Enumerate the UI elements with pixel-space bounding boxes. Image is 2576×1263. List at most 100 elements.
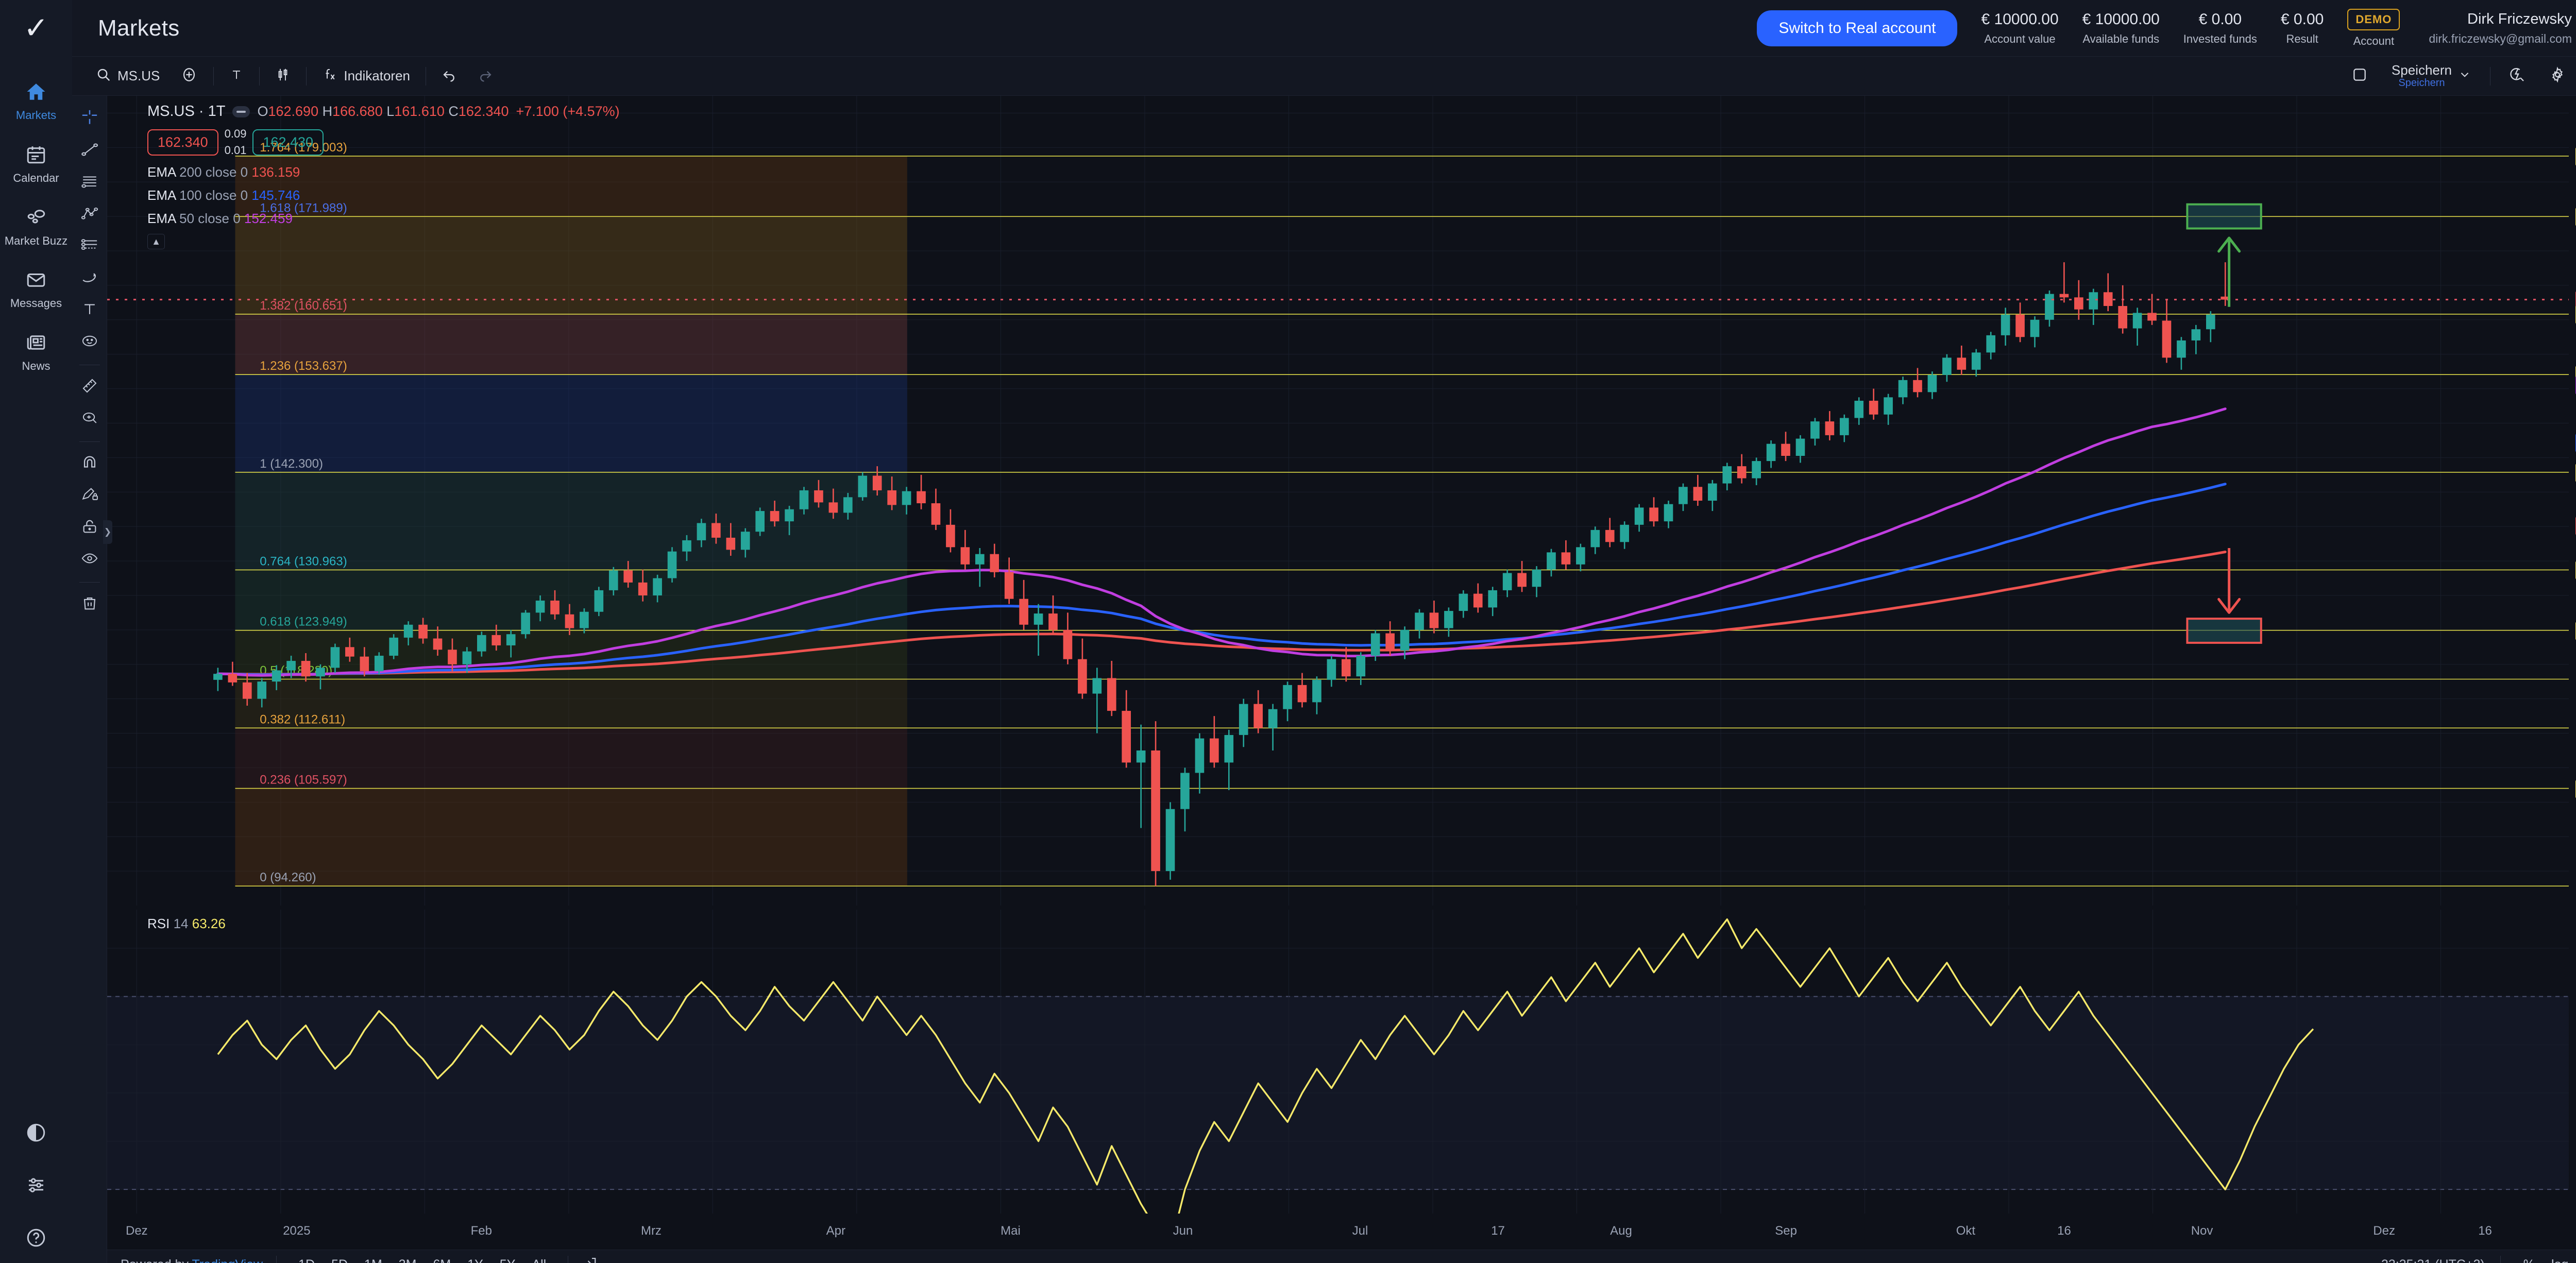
chart-type-button[interactable]	[265, 62, 301, 91]
spread-display: 0.09 0.01	[225, 127, 247, 157]
divider	[2500, 1255, 2501, 1263]
alerts-button[interactable]	[2499, 62, 2536, 91]
save-layout-button[interactable]: Speichern Speichern	[2381, 62, 2482, 91]
crosshair-cursor-icon[interactable]	[75, 103, 104, 132]
rsi-chart-svg	[107, 910, 2576, 1214]
ema-value: 136.159	[251, 164, 300, 180]
spread-bottom: 0.01	[224, 144, 247, 157]
symbol-search-button[interactable]: MS.US	[86, 62, 170, 91]
indicators-button[interactable]: Indikatoren	[312, 62, 420, 91]
stat-label: Invested funds	[2183, 32, 2257, 45]
help-circle-icon[interactable]	[24, 1226, 48, 1250]
alert-search-icon	[2509, 66, 2526, 86]
fib-level-label: 1.618 (171.989)	[260, 201, 347, 215]
eye-visibility-icon[interactable]	[75, 544, 104, 573]
trend-line-icon[interactable]	[75, 135, 104, 164]
sidebar-item-news[interactable]: News	[0, 320, 72, 383]
ema-value: 145.746	[251, 187, 300, 203]
timeframe-5d[interactable]: 5D	[323, 1254, 356, 1263]
expand-icon[interactable]	[582, 1256, 597, 1263]
sidebar-item-markets[interactable]: Markets	[0, 69, 72, 132]
powered-by-label: Powered by TradingView	[121, 1257, 263, 1263]
ema-params: 50 close 0	[179, 211, 241, 226]
legend-ema-200[interactable]: EMA 200 close 0 136.159	[147, 164, 620, 180]
undo-button[interactable]	[431, 62, 467, 91]
timeframe-1y[interactable]: 1Y	[459, 1254, 492, 1263]
timeframe-5y[interactable]: 5Y	[492, 1254, 524, 1263]
timeframe-1d[interactable]: 1D	[290, 1254, 323, 1263]
add-symbol-button[interactable]	[170, 62, 208, 91]
rsi-axis[interactable]: 80.0070.0060.0050.0040.0030.0063.26	[2569, 910, 2576, 1214]
sidebar-item-label: Markets	[15, 109, 57, 122]
emoji-icon[interactable]	[75, 327, 104, 355]
text-tool-icon[interactable]	[75, 295, 104, 323]
sliders-icon[interactable]	[24, 1173, 48, 1197]
function-fx-icon	[322, 66, 337, 86]
fib-level-label: 0.236 (105.597)	[260, 773, 347, 787]
timeframe-all[interactable]: All	[523, 1254, 554, 1263]
magnet-icon[interactable]	[75, 448, 104, 477]
scale-percent-button[interactable]: %	[2516, 1254, 2542, 1263]
switch-to-real-account-button[interactable]: Switch to Real account	[1757, 10, 1958, 46]
fib-level-label: 1.764 (179.003)	[260, 141, 347, 155]
legend-ema-100[interactable]: EMA 100 close 0 145.746	[147, 187, 620, 203]
stat-available-funds: € 10000.00 Available funds	[2082, 11, 2160, 46]
brush-icon[interactable]	[75, 263, 104, 292]
tradingview-link[interactable]: TradingView	[192, 1257, 263, 1263]
pencil-lock-icon[interactable]	[75, 480, 104, 509]
horizontal-lines-icon[interactable]	[75, 167, 104, 196]
divider	[259, 66, 260, 86]
demo-badge: DEMO	[2347, 8, 2400, 30]
sidebar-collapse-handle[interactable]: ❯	[103, 520, 112, 544]
ema-name: EMA	[147, 164, 176, 180]
chart-legend: MS.US · 1T O162.690 H166.680 L161.610 C1…	[147, 103, 620, 249]
price-axis[interactable]: 184.000180.000176.000172.000168.000164.0…	[2569, 96, 2576, 906]
timeframe-6m[interactable]: 6M	[425, 1254, 460, 1263]
pitchfork-icon[interactable]	[75, 199, 104, 228]
stat-value: € 10000.00	[2082, 10, 2160, 28]
hide-toggle-icon[interactable]	[232, 106, 250, 117]
time-axis-label: Sep	[1775, 1224, 1797, 1238]
user-menu[interactable]: Dirk Friczewsky dirk.friczewsky@gmail.co…	[2429, 11, 2576, 46]
account-type-selector[interactable]: DEMO Account	[2347, 8, 2400, 48]
legend-ema-50[interactable]: EMA 50 close 0 152.459	[147, 211, 620, 227]
timeframe-1m[interactable]: 1M	[356, 1254, 391, 1263]
time-axis-label: 16	[2057, 1224, 2071, 1238]
fib-level-label: 0.764 (130.963)	[260, 554, 347, 568]
chart-settings-button[interactable]	[2539, 62, 2576, 91]
scale-log-button[interactable]: log	[2544, 1254, 2575, 1263]
fib-retracement-icon[interactable]	[75, 231, 104, 260]
l-value: 161.610	[394, 104, 445, 119]
layout-button[interactable]	[2341, 62, 2378, 91]
app-logo[interactable]: ✓	[0, 0, 72, 57]
legend-collapse-button[interactable]: ▲	[147, 234, 165, 249]
h-label: H	[322, 104, 333, 119]
rsi-pane[interactable]: RSI 14 63.26	[107, 910, 2576, 1214]
sidebar-item-messages[interactable]: Messages	[0, 257, 72, 320]
redo-button[interactable]	[467, 62, 503, 91]
measure-ruler-icon[interactable]	[75, 371, 104, 400]
time-axis-label: Mai	[1001, 1224, 1021, 1238]
spread-top: 0.09	[224, 127, 247, 140]
user-name: Dirk Friczewsky	[2467, 10, 2572, 27]
lock-icon[interactable]	[75, 512, 104, 541]
sell-price-button[interactable]: 162.340	[147, 129, 218, 156]
time-axis[interactable]: Dez 2025 Feb Mrz Apr Mai Jun Jul 17 Aug Sep Okt 16 No…	[107, 1214, 2576, 1250]
sidebar-item-calendar[interactable]: Calendar	[0, 132, 72, 195]
time-axis-label: Jun	[1173, 1224, 1193, 1238]
rsi-period: 14	[173, 916, 189, 931]
sidebar-item-market-buzz[interactable]: Market Buzz	[0, 195, 72, 258]
contrast-icon[interactable]	[24, 1121, 48, 1145]
text-tool-button[interactable]	[219, 62, 254, 91]
stat-label: Account value	[1984, 32, 2056, 45]
buy-price-button[interactable]: 162.430	[252, 129, 324, 156]
newspaper-icon	[23, 330, 49, 355]
timeframe-3m[interactable]: 3M	[391, 1254, 425, 1263]
zoom-in-icon[interactable]	[75, 403, 104, 432]
time-axis-label: Nov	[2191, 1224, 2213, 1238]
trash-icon[interactable]	[75, 589, 104, 618]
time-axis-label: Feb	[470, 1224, 492, 1238]
price-pane[interactable]: 1.764 (179.003) 1.618 (171.989) 1.382 (160…	[107, 96, 2576, 906]
user-email: dirk.friczewsky@gmail.com	[2429, 31, 2572, 45]
legend-change: +7.100 (+4.57%)	[516, 104, 620, 119]
